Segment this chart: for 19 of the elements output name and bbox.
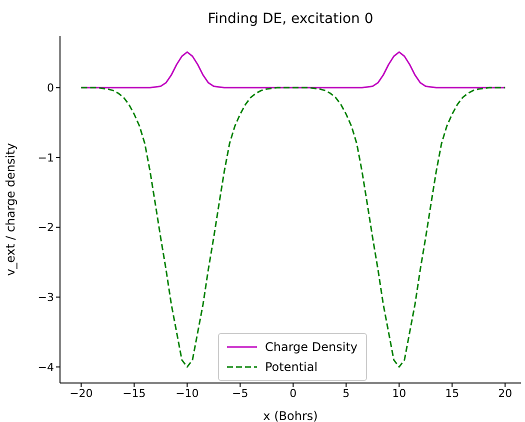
y-tick-label: −4 — [38, 360, 54, 374]
x-tick-label: 0 — [290, 386, 297, 400]
y-tick-label: −3 — [38, 291, 54, 304]
x-tick-label: −20 — [70, 386, 93, 400]
x-tick-label: 20 — [498, 386, 512, 400]
x-axis-title: x (Bohrs) — [263, 409, 318, 422]
y-tick-label: −2 — [38, 221, 54, 234]
y-tick-label: 0 — [47, 82, 54, 95]
x-tick-label: −10 — [176, 386, 199, 400]
x-tick-label: 15 — [445, 386, 460, 400]
x-tick-label: 5 — [342, 386, 350, 400]
chart-title: Finding DE, excitation 0 — [206, 11, 374, 27]
legend-label: Potential — [265, 360, 318, 374]
x-tick-label: −15 — [122, 386, 146, 400]
x-tick-label: −5 — [232, 386, 248, 400]
x-tick-label: 10 — [392, 386, 406, 400]
y-axis-title: v_ext / charge density — [3, 143, 18, 276]
y-tick-label: −1 — [38, 151, 54, 164]
legend-label: Charge Density — [265, 340, 358, 354]
